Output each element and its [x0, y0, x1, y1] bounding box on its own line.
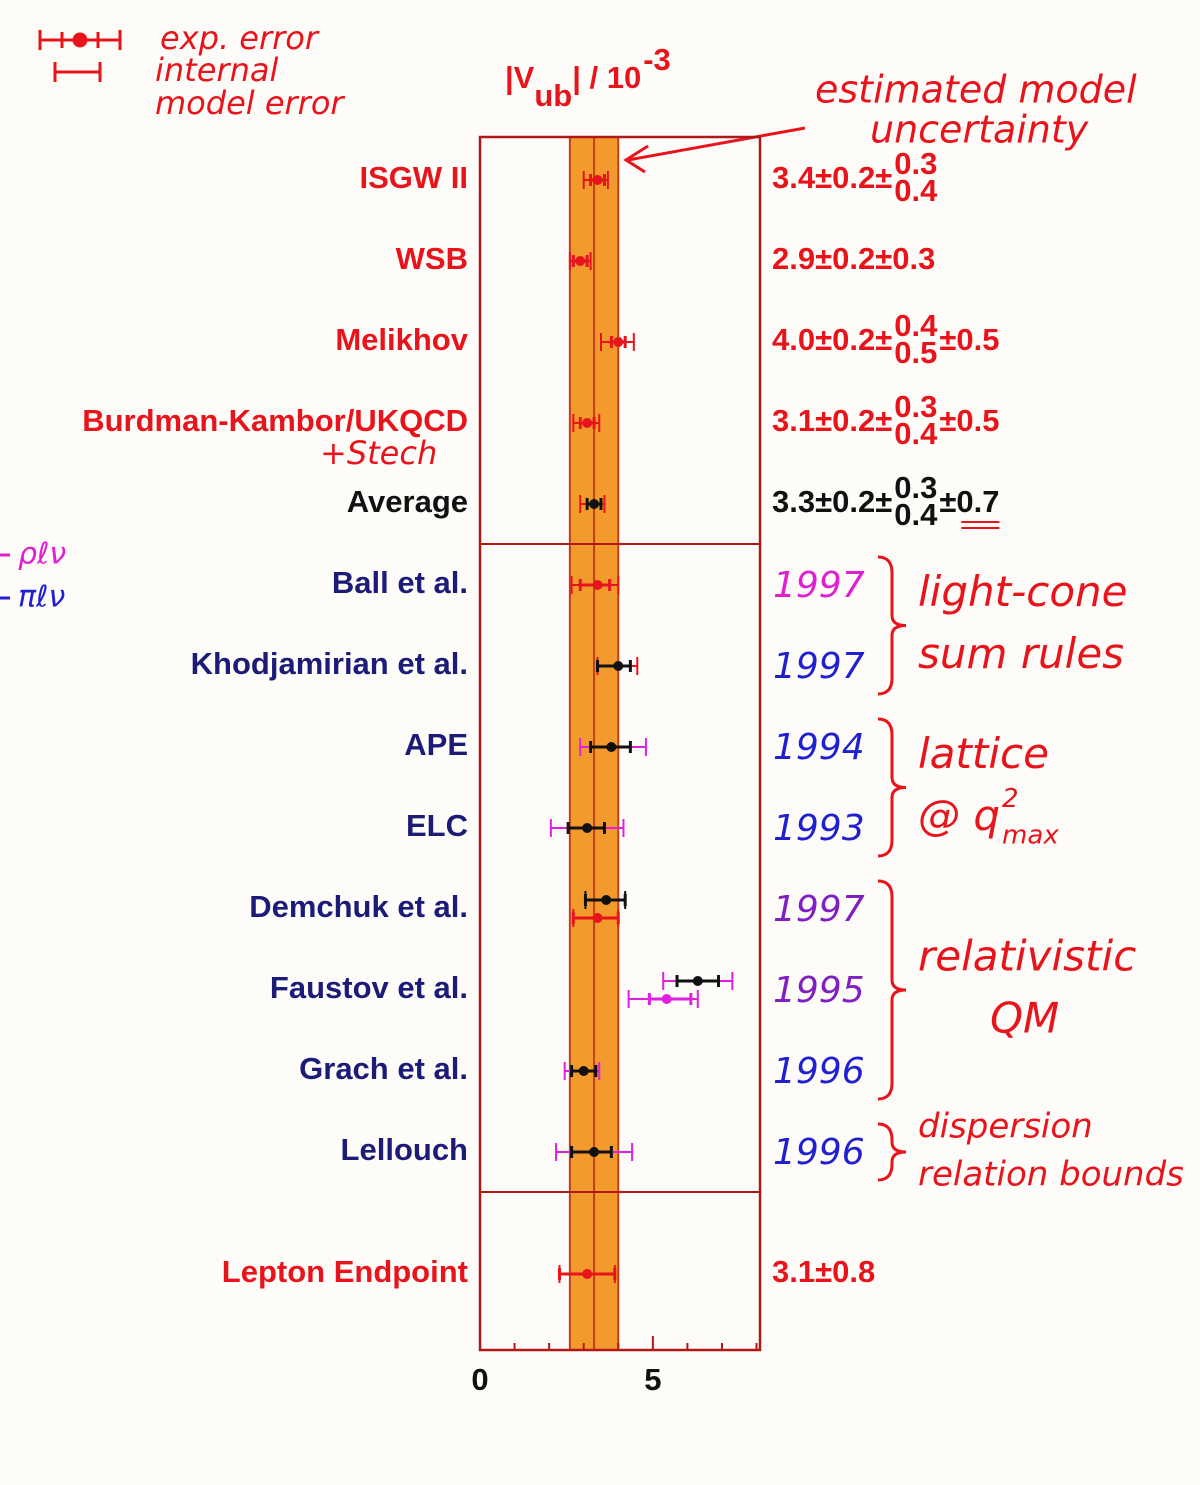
brace	[877, 879, 907, 1101]
legend-text: internal	[155, 51, 278, 89]
point	[592, 175, 603, 185]
point	[589, 1147, 600, 1157]
group-note: relation bounds	[918, 1155, 1184, 1195]
row-year: 1993	[773, 808, 865, 849]
group-note: lattice	[918, 729, 1049, 778]
row-label: Khodjamirian et al.	[191, 646, 468, 681]
group-note: dispersion	[918, 1107, 1093, 1147]
group-note: relativistic	[918, 932, 1136, 981]
row-label: Lepton Endpoint	[222, 1254, 468, 1289]
row-result-tail: ±0.5	[939, 403, 999, 438]
row-result-sup: 0.3	[894, 146, 937, 181]
row-result-tail: ±0.5	[939, 322, 999, 357]
row-result-sub: 0.4	[894, 416, 938, 451]
row-label: Ball et al.	[332, 565, 468, 600]
group-note: light-cone	[918, 567, 1128, 616]
row-result-sub: 0.4	[894, 497, 938, 532]
row-label: ISGW II	[360, 160, 469, 195]
annotation: +Stech	[320, 434, 437, 472]
brace	[877, 717, 907, 858]
group-note: QM	[990, 994, 1059, 1043]
legend-text: model error	[155, 84, 345, 122]
row-result-sub: 0.5	[894, 335, 937, 370]
row-result-sup: 0.3	[894, 470, 937, 505]
point	[613, 337, 624, 347]
row-year: 1994	[773, 727, 865, 768]
row-year: 1996	[773, 1051, 865, 1092]
row-label: ELC	[406, 808, 468, 843]
row-label: Lellouch	[341, 1132, 468, 1167]
row-label: Demchuk et al.	[249, 889, 468, 924]
row-year: 1997	[773, 889, 865, 930]
group-note: sum rules	[918, 629, 1124, 678]
x-tick-label: 0	[471, 1362, 488, 1397]
row-result: 2.9±0.2±0.3	[772, 241, 935, 276]
row-result-sup: 0.4	[894, 308, 938, 343]
row-label: Burdman-Kambor/UKQCD	[82, 403, 468, 438]
point	[582, 418, 593, 428]
annotation: ρℓν	[18, 537, 66, 572]
legend-symbols	[38, 30, 122, 82]
group-note-sup: 2	[1002, 784, 1019, 814]
point	[582, 823, 593, 833]
point	[575, 256, 586, 266]
chart-title: |V	[505, 60, 535, 95]
row-result: 3.4±0.2±	[772, 160, 892, 195]
row-result: 3.3±0.2±	[772, 484, 892, 519]
x-tick-label: 5	[644, 1362, 661, 1397]
row-year: 1997	[773, 646, 865, 687]
point	[661, 994, 672, 1004]
decay-dashes	[0, 553, 10, 600]
chart-title-sup: -3	[643, 42, 671, 77]
point	[606, 742, 617, 752]
row-result: 3.1±0.2±	[772, 403, 892, 438]
row-result: 3.1±0.8	[772, 1254, 875, 1289]
row-year: 1996	[773, 1132, 865, 1173]
row-result-sup: 0.3	[894, 389, 937, 424]
point	[601, 895, 612, 905]
group-note: @ q	[918, 791, 1000, 840]
annotation: estimated model	[815, 68, 1137, 112]
brace	[877, 555, 907, 696]
point	[692, 976, 703, 986]
row-label: APE	[404, 727, 468, 762]
row-label: WSB	[396, 241, 468, 276]
row-label: Grach et al.	[299, 1051, 468, 1086]
legend-text: exp. error	[160, 19, 320, 57]
point	[613, 661, 624, 671]
plot-frame	[478, 135, 762, 1352]
row-year: 1995	[773, 970, 865, 1011]
point	[592, 913, 603, 923]
point	[582, 1269, 593, 1279]
chart-title: | / 10	[572, 60, 641, 95]
chart-title-sub: ub	[534, 78, 572, 113]
annotation-arrow	[623, 126, 806, 174]
point	[592, 580, 603, 590]
point	[578, 1066, 589, 1076]
row-label: Average	[347, 484, 468, 519]
annotation: uncertainty	[870, 108, 1089, 152]
row-result: 4.0±0.2±	[772, 322, 892, 357]
row-result-tail: ±0.7	[939, 484, 999, 519]
group-note-sub: max	[1002, 821, 1059, 851]
row-year: 1997	[773, 565, 865, 606]
annotation: πℓν	[18, 580, 65, 615]
row-label: Melikhov	[335, 322, 468, 357]
brace	[877, 1122, 907, 1182]
point	[589, 499, 600, 509]
row-result-sub: 0.4	[894, 173, 938, 208]
row-label: Faustov et al.	[270, 970, 468, 1005]
